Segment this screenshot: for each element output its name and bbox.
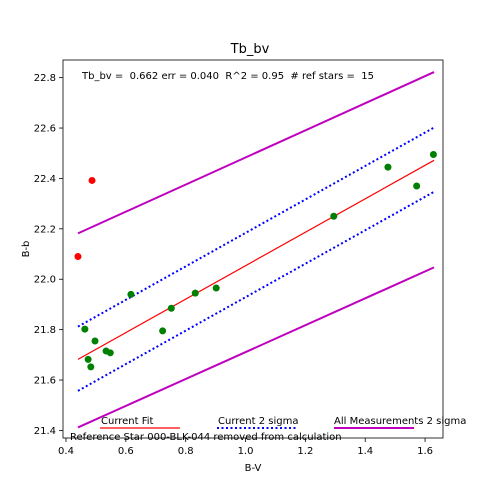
y-tick-label: 22.4: [34, 174, 56, 185]
y-tick-label: 21.4: [34, 426, 56, 437]
chart-title: Tb_bv: [230, 42, 270, 57]
current-2-sigma-upper-line: [77, 126, 435, 328]
reference-data-point: [127, 290, 135, 298]
y-tick-label: 22.8: [34, 73, 56, 84]
reference-data-point: [191, 289, 199, 297]
y-tick-label: 22.2: [34, 224, 56, 235]
legend-label-current-fit: Current Fit: [101, 416, 154, 427]
x-tick-label: 1.0: [238, 446, 254, 457]
plot-content: [74, 71, 437, 429]
reference-data-point: [159, 327, 167, 335]
x-tick-label: 0.6: [118, 446, 134, 457]
x-axis-ticks: 0.4 0.6 0.8 1.0 1.2 1.4 1.6: [58, 438, 433, 457]
reference-data-point: [87, 363, 95, 371]
reference-data-point: [413, 182, 421, 190]
reference-data-point: [429, 151, 437, 158]
rejected-data-point: [74, 253, 82, 261]
reference-data-point: [84, 355, 92, 363]
legend-label-current-2-sigma: Current 2 sigma: [218, 416, 298, 427]
current-fit-line: [77, 159, 435, 360]
plot-frame: [62, 59, 444, 439]
current-2-sigma-lower-line: [77, 190, 435, 392]
all-measurements-2-sigma-upper-line: [77, 71, 435, 235]
y-tick-label: 22.6: [34, 124, 56, 135]
reference-data-point: [330, 212, 338, 220]
rejected-data-point: [88, 176, 96, 184]
removed-star-note: Reference Star 000-BLK-044 removed from …: [70, 432, 342, 443]
x-tick-label: 1.2: [297, 446, 313, 457]
fit-statistics-annotation: Tb_bv = 0.662 err = 0.040 R^2 = 0.95 # r…: [81, 71, 374, 82]
x-tick-label: 0.4: [58, 446, 74, 457]
x-tick-label: 0.8: [178, 446, 194, 457]
y-axis-ticks: 21.4 21.6 21.8 22.0 22.2 22.4 22.6 22.8: [34, 73, 63, 437]
x-tick-label: 1.6: [417, 446, 433, 457]
reference-data-point: [384, 163, 392, 171]
all-measurements-2-sigma-lower-line: [77, 266, 435, 429]
y-axis-label: B-b: [21, 241, 32, 258]
reference-data-point: [106, 349, 114, 357]
legend-label-all-measurements-2-sigma: All Measurements 2 sigma: [334, 416, 466, 427]
x-tick-label: 1.4: [357, 446, 373, 457]
reference-data-point: [91, 337, 99, 345]
x-axis-label: B-V: [245, 463, 262, 474]
y-tick-label: 22.0: [34, 275, 56, 286]
reference-data-point: [167, 304, 175, 312]
reference-data-point: [212, 284, 220, 292]
y-tick-label: 21.6: [34, 376, 56, 387]
reference-data-point: [81, 325, 89, 333]
y-tick-label: 21.8: [34, 325, 56, 336]
legend: Current Fit Current 2 sigma All Measurem…: [100, 416, 466, 429]
